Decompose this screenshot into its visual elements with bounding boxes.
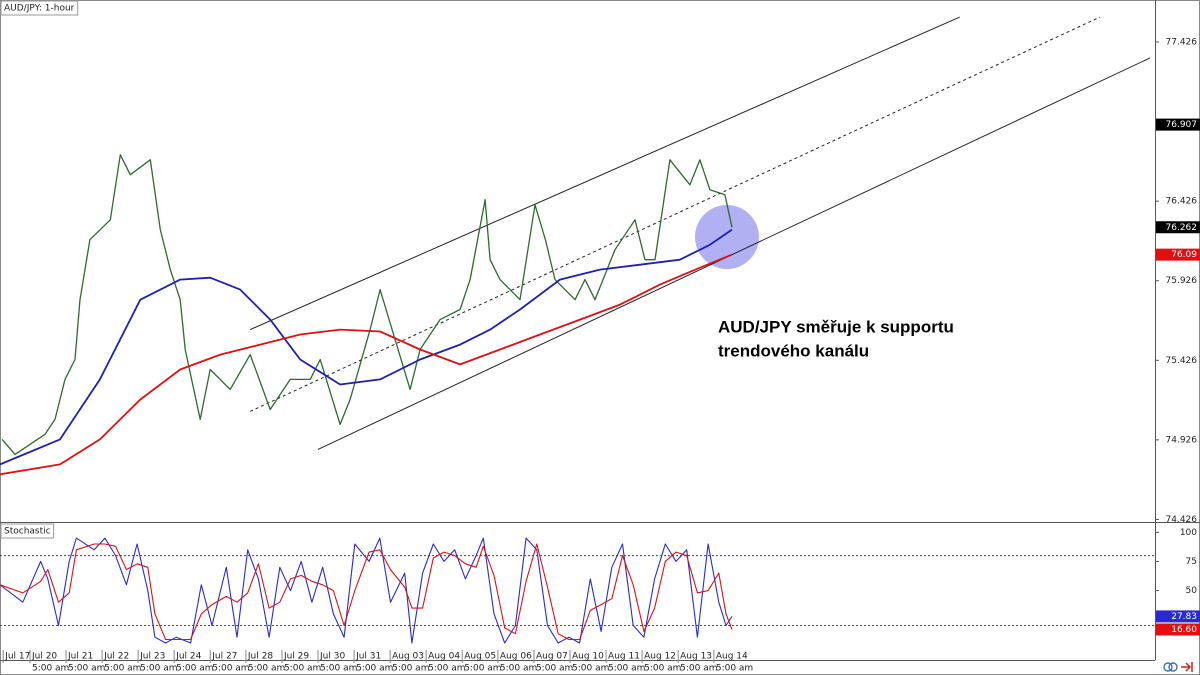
icon[interactable]: [1163, 662, 1173, 672]
y-tick-label: 76.426: [1166, 197, 1198, 207]
x-tick-sublabel: 5:00 am: [680, 664, 717, 674]
x-tick-label: Jul 24: [175, 652, 201, 662]
x-tick-label: Jul 20: [31, 652, 57, 662]
y-tick-label: 50: [1186, 586, 1198, 596]
highlight-tick-label: 76.907: [1166, 120, 1198, 130]
y-tick-label: 75.426: [1166, 356, 1198, 366]
y-tick-label: 75.926: [1166, 276, 1198, 286]
x-tick-sublabel: 5:00 am: [644, 664, 681, 674]
x-tick-sublabel: 5:00 am: [572, 664, 609, 674]
last-value-label-box: [1156, 610, 1200, 623]
x-tick-label: Jul 28: [247, 652, 273, 662]
x-tick-label: Aug 07: [536, 652, 568, 662]
x-tick-label: Aug 10: [572, 652, 604, 662]
icon[interactable]: [1168, 662, 1178, 672]
x-tick-sublabel: 5:00 am: [536, 664, 573, 674]
highlight-tick-label-box: [1156, 118, 1200, 131]
panel-title: Stochastic: [4, 527, 51, 537]
x-tick-label: Jul 29: [283, 652, 309, 662]
x-tick-label: Aug 06: [500, 652, 532, 662]
series-line: [0, 253, 733, 476]
last-value-label: 76.262: [1166, 223, 1198, 233]
trendline: [249, 16, 1101, 412]
last-value-label: 76.09: [1171, 250, 1197, 260]
x-tick-label: Aug 14: [716, 652, 748, 662]
last-value-label-box: [1156, 623, 1200, 636]
x-tick-label: Jul 27: [211, 652, 237, 662]
x-tick-sublabel: 5:00 am: [248, 664, 285, 674]
y-tick-label: 74.926: [1166, 435, 1198, 445]
x-tick-sublabel: 5:00 am: [716, 664, 753, 674]
x-tick-sublabel: 5:00 am: [284, 664, 321, 674]
panel-title: AUD/JPY: 1-hour: [4, 4, 75, 14]
x-tick-sublabel: 5:00 am: [500, 664, 537, 674]
x-tick-label: Jul 23: [139, 652, 165, 662]
x-tick-label: Aug 12: [644, 652, 676, 662]
x-tick-label: Jul 31: [355, 652, 381, 662]
x-tick-sublabel: 5:00 am: [428, 664, 465, 674]
annotation: trendového kanálu: [718, 341, 869, 360]
series-line: [0, 228, 733, 466]
x-tick-label: Jul 22: [103, 652, 129, 662]
x-tick-sublabel: 5:00 am: [140, 664, 177, 674]
icon[interactable]: [1181, 662, 1193, 672]
y-tick-label: 77.426: [1166, 38, 1198, 48]
x-tick-label: Jul 21: [67, 652, 93, 662]
x-tick-label: Jul 17: [4, 652, 30, 662]
x-tick-sublabel: 5:00 am: [104, 664, 141, 674]
x-tick-sublabel: 5:00 am: [356, 664, 393, 674]
x-tick-sublabel: 5:00 am: [212, 664, 249, 674]
x-tick-label: Aug 13: [680, 652, 712, 662]
x-tick-sublabel: 5:00 am: [176, 664, 213, 674]
highlight-circle: [695, 205, 759, 269]
x-tick-label: Jul 30: [319, 652, 345, 662]
trendline: [317, 57, 1151, 450]
x-tick-sublabel: 5:00 am: [608, 664, 645, 674]
x-tick-sublabel: 5:00 am: [464, 664, 501, 674]
y-tick-label: 100: [1180, 528, 1197, 538]
last-value-label: 16.60: [1171, 625, 1197, 635]
x-tick-sublabel: 5:00 am: [32, 664, 69, 674]
x-tick-label: Aug 05: [464, 652, 496, 662]
x-tick-label: Aug 04: [428, 652, 460, 662]
last-value-label: 27.83: [1171, 612, 1197, 622]
panel-title-box: [0, 523, 55, 539]
trendline: [250, 16, 960, 331]
x-tick-label: Aug 03: [392, 652, 424, 662]
last-value-label-box: [1156, 221, 1200, 234]
x-tick-sublabel: 5:00 am: [320, 664, 357, 674]
series-line: [0, 537, 733, 644]
series-line: [0, 543, 733, 641]
panel-title-box: [0, 0, 79, 16]
last-value-label-box: [1156, 248, 1200, 261]
x-tick-label: Aug 11: [608, 652, 640, 662]
y-tick-label: 74.426: [1166, 515, 1198, 525]
annotation: AUD/JPY směřuje k supportu: [718, 317, 954, 336]
corner-icons: [1163, 662, 1193, 672]
x-tick-sublabel: 5:00 am: [392, 664, 429, 674]
x-tick-sublabel: 5:00 am: [68, 664, 105, 674]
y-tick-label: 75: [1186, 557, 1197, 567]
series-line: [1, 154, 733, 456]
